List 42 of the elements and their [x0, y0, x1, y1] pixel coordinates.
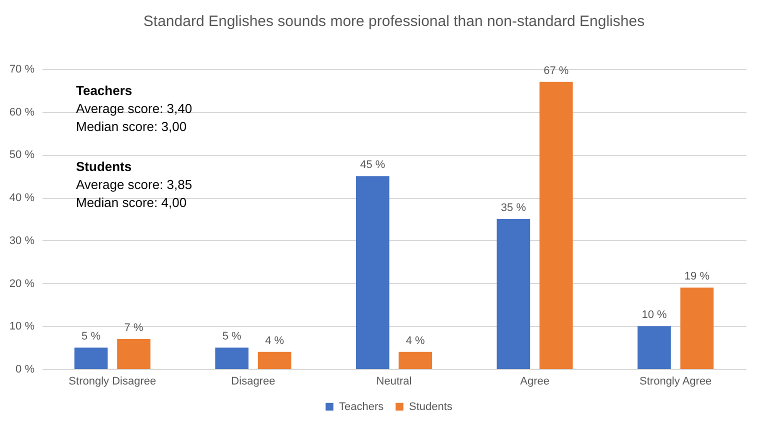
data-label: 4 %	[406, 334, 426, 347]
annotation: Students	[76, 159, 132, 174]
bar	[215, 348, 248, 369]
x-tick-label: Agree	[520, 376, 550, 388]
x-tick-label: Disagree	[231, 376, 276, 388]
x-tick-label: Strongly Agree	[640, 376, 712, 388]
x-tick-label: Neutral	[376, 376, 412, 388]
data-label: 35 %	[500, 202, 526, 214]
bar	[496, 219, 530, 369]
y-tick-label: 0 %	[16, 364, 35, 376]
annotation: Median score: 4,00	[76, 195, 187, 210]
bar	[117, 339, 150, 369]
y-tick-label: 30 %	[9, 234, 35, 247]
bar	[680, 288, 714, 369]
annotation: Average score: 3,40	[76, 101, 192, 116]
y-tick-label: 60 %	[9, 106, 35, 118]
y-tick-label: 70 %	[9, 64, 35, 76]
legend-label: Teachers	[339, 400, 384, 413]
y-tick-label: 40 %	[9, 192, 35, 204]
x-tick-label: Strongly Disagree	[68, 376, 156, 388]
bar	[638, 326, 671, 369]
y-tick-label: 10 %	[9, 320, 35, 333]
y-tick-label: 20 %	[9, 278, 35, 290]
data-label: 4 %	[265, 334, 284, 347]
annotation: Teachers	[76, 83, 132, 98]
legend-label: Students	[409, 400, 453, 413]
data-label: 10 %	[642, 309, 667, 322]
annotation: Median score: 3,00	[76, 119, 187, 134]
annotation: Average score: 3,85	[76, 177, 192, 192]
bar	[74, 348, 108, 369]
data-label: 45 %	[360, 159, 386, 172]
data-label: 5 %	[222, 330, 242, 343]
bar	[356, 176, 390, 369]
data-label: 7 %	[124, 322, 144, 334]
chart-title: Standard Englishes sounds more professional than non-standard Englishes	[143, 13, 645, 30]
data-label: 67 %	[544, 64, 569, 77]
y-tick-label: 50 %	[9, 149, 35, 162]
data-label: 19 %	[684, 270, 710, 283]
data-label: 5 %	[82, 330, 101, 343]
bar	[540, 82, 573, 369]
bar	[258, 352, 292, 369]
bar	[398, 352, 432, 369]
